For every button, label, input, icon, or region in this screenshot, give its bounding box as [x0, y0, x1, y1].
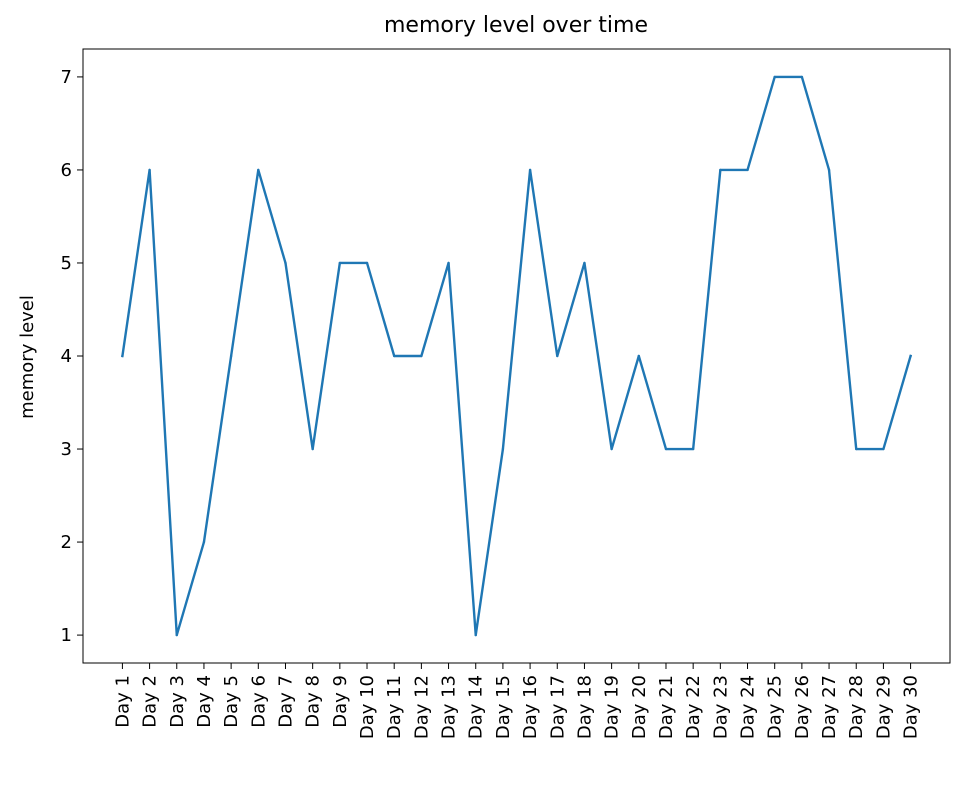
- data-point: [610, 447, 613, 451]
- x-tick-label: Day 10: [357, 675, 378, 739]
- data-point: [691, 447, 695, 451]
- data-point: [121, 354, 124, 358]
- y-tick-label: 1: [61, 625, 72, 646]
- x-tick-label: Day 29: [873, 675, 894, 739]
- x-tick-label: Day 14: [466, 675, 487, 739]
- data-point: [284, 261, 287, 265]
- data-point: [719, 168, 722, 172]
- plot-area: 1 2 3 4 5 6 7 Day 1 Day 2 Day 3 Day 4 Day 5 Day 6 Day…: [61, 67, 922, 739]
- data-point: [229, 354, 233, 358]
- x-tick-label: Day 18: [574, 675, 595, 739]
- data-point: [855, 447, 858, 451]
- y-tick-label: 7: [61, 67, 72, 88]
- x-tick-label: Day 15: [493, 675, 514, 739]
- x-tick-label: Day 17: [547, 675, 568, 739]
- y-tick-label: 2: [61, 532, 72, 553]
- data-point: [175, 633, 178, 637]
- x-tick-label: Day 4: [194, 675, 215, 728]
- x-tick-label: Day 2: [140, 675, 161, 728]
- data-point: [528, 168, 532, 172]
- data-point: [583, 261, 586, 265]
- data-point: [501, 447, 505, 451]
- x-tick-label: Day 28: [846, 675, 867, 739]
- x-tick-label: Day 9: [330, 675, 351, 728]
- x-tick-label: Day 22: [683, 675, 704, 739]
- x-tick-label: Day 27: [819, 675, 840, 739]
- data-point: [827, 168, 831, 172]
- data-point: [202, 540, 206, 544]
- data-point: [148, 168, 151, 172]
- x-tick-label: Day 25: [765, 675, 786, 739]
- x-tick-label: Day 5: [221, 675, 242, 728]
- data-point: [474, 633, 477, 637]
- x-tick-label: Day 23: [710, 675, 731, 739]
- x-tick-label: Day 3: [167, 675, 188, 728]
- x-tick-label: Day 20: [629, 675, 650, 739]
- x-tick-label: Day 13: [439, 675, 460, 739]
- x-tick-label: Day 8: [303, 675, 324, 728]
- x-tick-label: Day 7: [275, 675, 296, 728]
- data-point: [311, 447, 314, 451]
- data-point: [556, 354, 559, 358]
- data-point: [746, 168, 749, 172]
- x-tick-label: Day 21: [656, 675, 677, 739]
- x-tick-label: Day 11: [384, 675, 405, 739]
- data-point: [773, 75, 776, 79]
- data-point: [338, 261, 342, 265]
- data-point: [392, 354, 396, 358]
- x-tick-label: Day 16: [520, 675, 541, 739]
- series-line: [121, 75, 913, 637]
- y-tick-label: 4: [61, 346, 72, 367]
- data-point: [637, 354, 641, 358]
- data-point: [800, 75, 804, 79]
- chart-title: memory level over time: [384, 13, 648, 38]
- data-point: [882, 447, 885, 451]
- data-point: [420, 354, 423, 358]
- data-point: [257, 168, 260, 172]
- y-axis-title: memory level: [17, 295, 38, 419]
- y-tick-label: 3: [61, 439, 72, 460]
- x-tick-label: Day 12: [411, 675, 432, 739]
- x-tick-label: Day 30: [901, 675, 922, 739]
- x-tick-label: Day 6: [248, 675, 269, 728]
- y-tick-label: 6: [61, 160, 72, 181]
- y-tick-label: 5: [61, 253, 72, 274]
- x-tick-label: Day 26: [792, 675, 813, 739]
- data-point: [664, 447, 668, 451]
- x-tick-label: Day 19: [602, 675, 623, 739]
- data-point: [909, 354, 912, 358]
- x-tick-label: Day 1: [112, 675, 133, 728]
- x-tick-label: Day 24: [738, 675, 759, 739]
- plot-frame: [82, 48, 951, 664]
- data-point: [447, 261, 450, 265]
- data-point: [365, 261, 369, 265]
